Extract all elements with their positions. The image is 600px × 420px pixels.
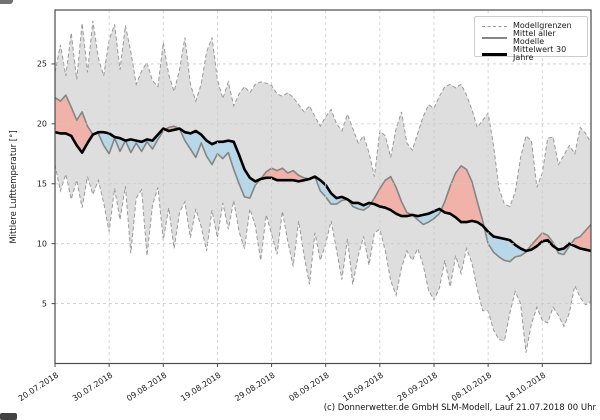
y-tick-label: 20: [37, 120, 47, 129]
climate-mean-line: [55, 127, 591, 253]
cooler-than-normal-fill: [314, 176, 372, 211]
x-tick-label: 08.09.2018: [287, 371, 330, 403]
legend-label: Mittelwert 30 Jahre: [513, 45, 567, 62]
gray-line-icon: [482, 37, 507, 39]
legend-label: Mittel aller Modelle: [513, 29, 556, 46]
plot-border: [54, 9, 592, 365]
warmer-than-normal-fill: [441, 165, 485, 228]
x-tick-label: 20.07.2018: [17, 371, 60, 403]
screenshot-artifact-bottom-left: [0, 413, 17, 420]
y-axis-title: Mittlere Lufttemperatur [°]: [9, 130, 19, 243]
x-tick-label: 30.07.2018: [71, 371, 114, 403]
y-tick-label: 15: [37, 180, 47, 189]
y-tick-label: 10: [37, 239, 47, 248]
y-tick-label: 5: [42, 299, 47, 308]
model-upper-bound-line: [55, 20, 591, 208]
plot-area: [55, 20, 591, 353]
legend-item-climate-mean: Mittelwert 30 Jahre: [482, 46, 583, 62]
model-mean-line: [55, 94, 591, 263]
black-line-icon: [482, 52, 507, 56]
y-tick-label: 25: [37, 60, 47, 69]
x-tick-label: 19.08.2018: [179, 371, 222, 403]
dashed-line-icon: [482, 25, 507, 27]
legend-item-model-bounds: Modellgrenzen: [482, 22, 583, 30]
copyright-caption: (c) Donnerwetter.de GmbH SLM-Modell, Lau…: [323, 403, 596, 413]
x-tick-label: 28.09.2018: [396, 371, 439, 403]
legend-label: Modellgrenzen: [513, 21, 572, 30]
x-tick-label: 29.08.2018: [233, 371, 276, 403]
legend-item-model-mean: Mittel aller Modelle: [482, 30, 583, 46]
screenshot-artifact-top-left: [0, 0, 13, 4]
x-tick-label: 09.08.2018: [125, 371, 168, 403]
model-lower-bound-line: [55, 164, 591, 353]
x-tick-label: 18.09.2018: [342, 371, 385, 403]
x-tick-label: 08.10.2018: [450, 371, 493, 403]
x-tick-label: 18.10.2018: [504, 371, 547, 403]
chart-legend: Modellgrenzen Mittel aller Modelle Mitte…: [474, 16, 588, 62]
